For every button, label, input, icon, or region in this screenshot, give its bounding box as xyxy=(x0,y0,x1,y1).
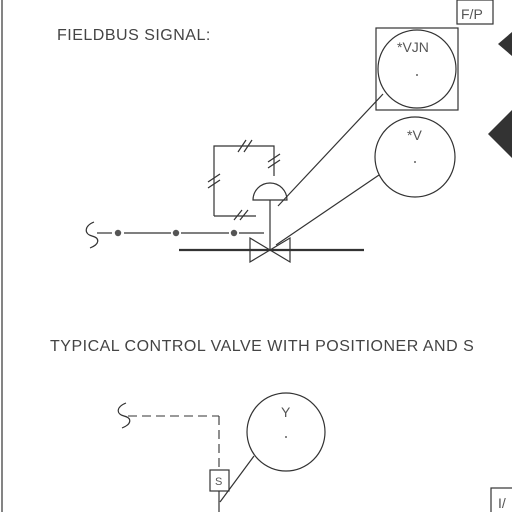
pneumatic-signal-loop xyxy=(213,145,275,216)
v-leader-line xyxy=(275,174,380,246)
vjn-leader-line xyxy=(277,93,384,207)
y-tag-label: Y xyxy=(281,404,291,420)
right-arrow-icon-top xyxy=(498,32,512,56)
fieldbus-dot-1 xyxy=(114,229,122,237)
right-arrow-icon-middle xyxy=(488,110,512,158)
v-tag-label: *V xyxy=(407,127,422,143)
i-box xyxy=(490,487,512,512)
fp-label: F/P xyxy=(461,6,483,22)
fp-box xyxy=(456,0,494,25)
valve-actuator-dome xyxy=(252,182,288,201)
signal-start-symbol xyxy=(117,402,131,429)
vjn-tag-label: *VJN xyxy=(397,39,429,55)
pneumatic-hash-marks xyxy=(207,139,281,221)
y-instrument-bubble xyxy=(246,392,326,472)
fieldbus-dot-2 xyxy=(172,229,180,237)
i-label: I/ xyxy=(498,495,506,511)
y-center-dot xyxy=(285,436,287,438)
y-leader-line xyxy=(219,455,255,503)
control-valve-body xyxy=(249,236,291,264)
solenoid-s-label: S xyxy=(215,476,222,488)
vjn-instrument-bubble xyxy=(377,29,457,109)
vjn-center-dot xyxy=(416,74,418,76)
fieldbus-start-symbol xyxy=(85,221,99,249)
v-instrument-bubble xyxy=(374,116,456,198)
v-center-dot xyxy=(414,161,416,163)
fieldbus-dot-3 xyxy=(230,229,238,237)
typical-control-valve-heading: TYPICAL CONTROL VALVE WITH POSITIONER AN… xyxy=(50,338,474,355)
instrument-square-box xyxy=(375,27,459,111)
fieldbus-signal-heading: FIELDBUS SIGNAL: xyxy=(57,27,211,44)
